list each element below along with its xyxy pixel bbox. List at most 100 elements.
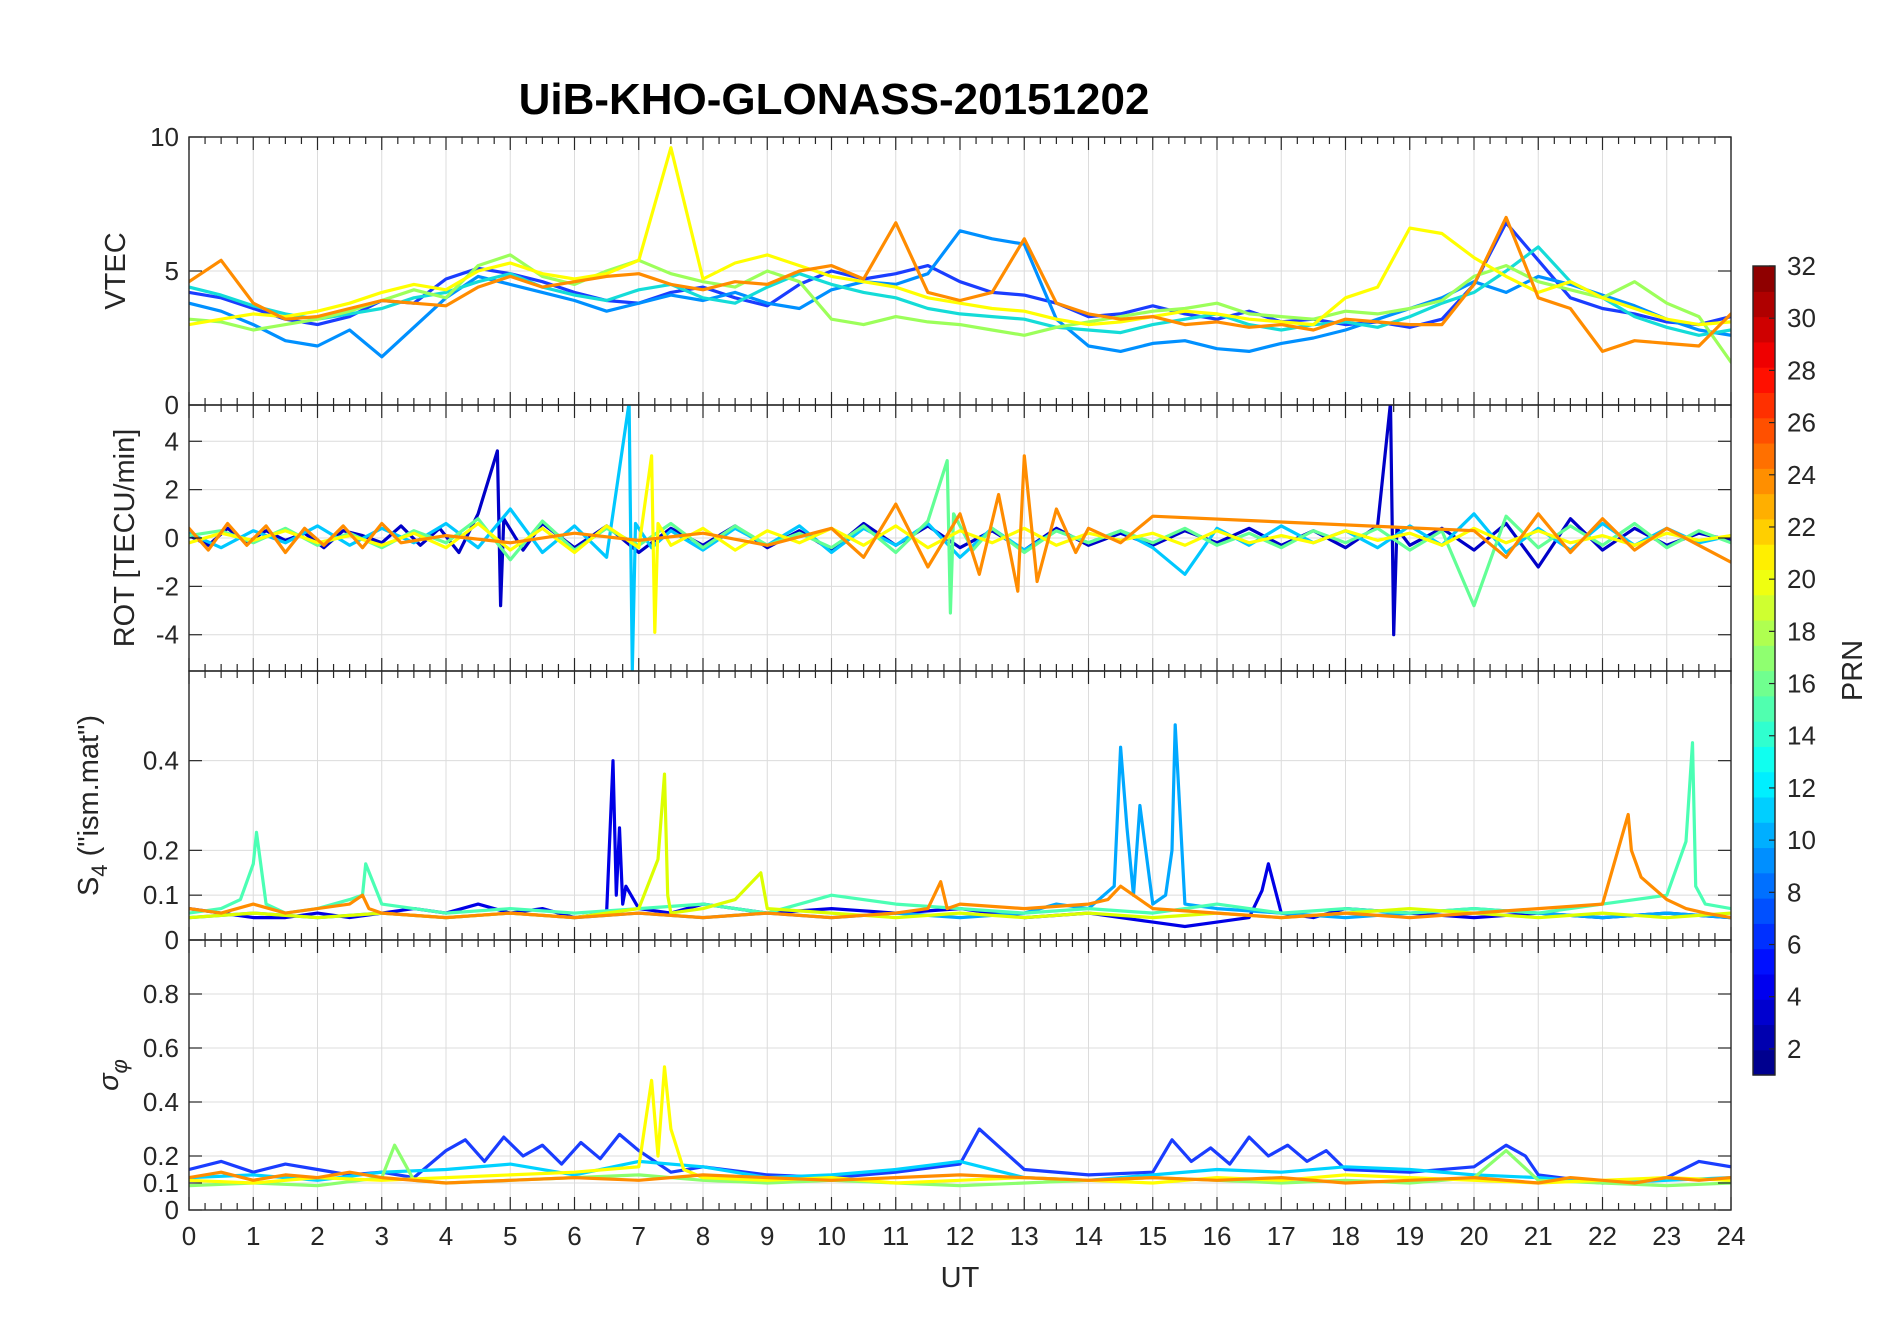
y-axis-label-sub: φ [107, 1059, 132, 1073]
x-tick-label: 0 [182, 1221, 196, 1251]
colorbar-segment [1753, 746, 1775, 773]
colorbar-tick-label: 10 [1787, 825, 1816, 855]
series-line-prn-23 [189, 215, 1731, 353]
series-line-prn-23 [189, 454, 1731, 593]
colorbar-segment [1753, 544, 1775, 570]
panel-4: 00.10.2 0.4 0.6 0.8 σφ [93, 939, 1732, 1225]
x-tick-label: 23 [1652, 1221, 1681, 1251]
y-tick-label: 0 [165, 523, 179, 553]
series-line-prn-2 [189, 405, 1731, 637]
y-tick-label: 10 [150, 122, 179, 152]
colorbar-segment [1753, 822, 1775, 849]
series-group [189, 405, 1731, 671]
colorbar-tick-label: 24 [1787, 460, 1816, 490]
x-tick-label: 2 [310, 1221, 324, 1251]
x-ticks [188, 940, 1732, 1211]
colorbar-segment [1753, 417, 1775, 444]
colorbar-segment [1753, 291, 1775, 318]
colorbar-segment [1753, 973, 1775, 1000]
y-tick-label: 0 [165, 1195, 179, 1225]
colorbar-frame [1752, 265, 1776, 1076]
colorbar-segment [1753, 493, 1775, 520]
colorbar-tick-label: 12 [1787, 773, 1816, 803]
series-group [189, 723, 1731, 929]
colorbar-tick-label: 8 [1787, 877, 1801, 907]
colorbar-tick-label: 2 [1787, 1034, 1801, 1064]
y-tick-label: 0 [165, 390, 179, 420]
colorbar-tick-label: 16 [1787, 669, 1816, 699]
colorbar-tick-label: 18 [1787, 616, 1816, 646]
x-tick-label: 8 [696, 1221, 710, 1251]
y-tick-label: 0.4 [143, 1087, 179, 1117]
y-axis-label: σφ [93, 1059, 132, 1091]
y-tick-label: 5 [165, 256, 179, 286]
x-tick-label: 24 [1717, 1221, 1746, 1251]
y-axis-label: VTEC [100, 232, 132, 309]
colorbar-segment [1753, 367, 1775, 394]
colorbar-segment [1753, 594, 1775, 621]
chart-title: UiB-KHO-GLONASS-20151202 [519, 75, 1150, 124]
series-group [189, 146, 1731, 364]
x-tick-label: 20 [1460, 1221, 1489, 1251]
series-line-prn-17 [189, 1143, 1731, 1188]
y-tick-label: 0.1 [143, 880, 179, 910]
series-line-prn-13 [189, 245, 1731, 337]
colorbar-segment [1753, 645, 1775, 672]
x-tick-label: 12 [946, 1221, 975, 1251]
colorbar-segment [1753, 999, 1775, 1026]
series-line-prn-23 [189, 1170, 1731, 1185]
panel-2: -4 -2 0 2 4 ROT [TECU/min] [109, 404, 1732, 672]
grid [188, 405, 1732, 671]
x-tick-label: 11 [882, 1221, 909, 1251]
colorbar-tick-label: 32 [1787, 251, 1816, 281]
x-tick-label: 18 [1331, 1221, 1360, 1251]
colorbar-segment [1753, 923, 1775, 950]
colorbar-segment [1753, 1049, 1775, 1076]
colorbar-segment [1753, 898, 1775, 924]
y-tick-label: 0.6 [143, 1033, 179, 1063]
series-line-prn-12 [189, 1159, 1731, 1185]
colorbar-label: PRN [1837, 640, 1869, 701]
x-tick-label: 7 [632, 1221, 646, 1251]
colorbar-tick-label: 14 [1787, 721, 1816, 751]
x-axis-label: UT [941, 1262, 980, 1294]
y-axis-label: S4 ("ism.mat") [73, 715, 112, 896]
y-tick-label: 0.1 [143, 1168, 179, 1198]
colorbar-segment [1753, 341, 1775, 368]
x-tick-label: 1 [246, 1221, 260, 1251]
y-tick-label: 0.2 [143, 835, 179, 865]
series-line-prn-20 [189, 146, 1731, 327]
grid [188, 671, 1732, 941]
series-line-prn-16 [189, 459, 1731, 615]
x-ticks [188, 136, 1732, 406]
colorbar-segment [1753, 442, 1775, 469]
x-ticks [188, 405, 1732, 671]
colorbar-segment [1753, 619, 1775, 646]
y-tick-label: -2 [156, 571, 179, 601]
x-tick-label: 16 [1203, 1221, 1232, 1251]
x-tick-label: 4 [439, 1221, 453, 1251]
y-axis-label-main: σ [93, 1072, 125, 1091]
colorbar-tick-label: 26 [1787, 408, 1816, 438]
colorbar-tick-label: 28 [1787, 355, 1816, 385]
colorbar-segment [1753, 695, 1775, 722]
x-tick-label: 13 [1010, 1221, 1039, 1251]
x-tick-label: 21 [1524, 1221, 1553, 1251]
panel-1: 0 5 10 VTEC [100, 122, 1732, 420]
y-tick-label: 2 [165, 475, 179, 505]
colorbar-tick-label: 22 [1787, 512, 1816, 542]
x-tick-label: 5 [503, 1221, 517, 1251]
x-tick-label: 6 [567, 1221, 581, 1251]
x-tick-labels: 0 1 2 3 4 5 6 7 8 9 10 11 12 13 14 15 16 17 18 19 20 21 22 23 24 [182, 1221, 1746, 1251]
x-tick-label: 3 [375, 1221, 389, 1251]
colorbar-tick-label: 6 [1787, 930, 1801, 960]
y-tick-label: -4 [156, 620, 179, 650]
series-line-prn-17 [189, 253, 1731, 364]
x-tick-label: 22 [1588, 1221, 1617, 1251]
colorbar-segment [1753, 1024, 1775, 1051]
colorbar-segment [1753, 316, 1775, 343]
x-tick-label: 10 [817, 1221, 846, 1251]
